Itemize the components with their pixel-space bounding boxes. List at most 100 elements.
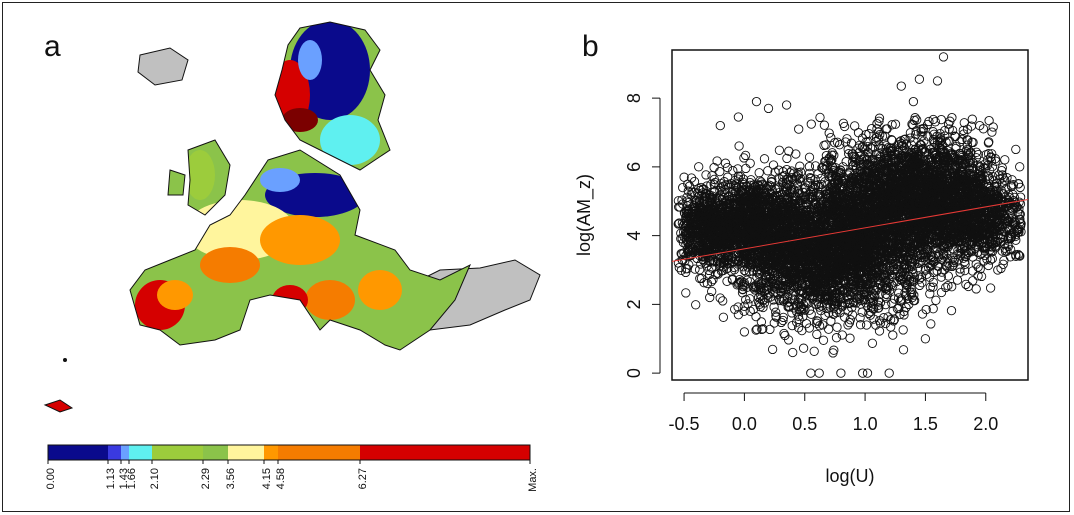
data-point xyxy=(898,345,909,355)
data-point xyxy=(845,333,855,343)
data-point xyxy=(692,195,702,206)
legend: 0.00 1.13 1.431.66 2.10 2.29 3.56 4.15 4.58 6.27… xyxy=(45,444,539,492)
data-point xyxy=(692,239,702,249)
legend-break-label: 2.10 xyxy=(149,468,161,489)
data-point xyxy=(767,344,778,355)
data-point xyxy=(686,251,696,261)
data-point xyxy=(798,343,809,353)
data-point xyxy=(824,128,834,138)
data-point xyxy=(711,208,721,218)
data-point xyxy=(809,346,819,356)
data-point xyxy=(850,121,860,131)
legend-frame xyxy=(47,444,531,461)
data-point xyxy=(867,338,878,348)
data-point xyxy=(705,292,715,303)
legend-swatch xyxy=(203,445,228,460)
data-point xyxy=(681,230,691,240)
data-point xyxy=(674,202,684,212)
data-point xyxy=(706,263,717,273)
data-point xyxy=(823,324,834,334)
legend-break-label: 0.00 xyxy=(45,468,57,489)
legend-swatch xyxy=(264,445,278,460)
legend-break-label: 1.43 xyxy=(118,468,130,489)
data-point xyxy=(888,330,898,340)
data-point xyxy=(754,168,764,178)
legend-break-label: 4.58 xyxy=(275,468,287,489)
data-point xyxy=(676,248,686,259)
legend-swatch xyxy=(129,445,152,460)
data-point xyxy=(699,278,709,288)
data-point xyxy=(688,246,698,256)
data-point xyxy=(722,276,732,286)
data-point xyxy=(695,236,705,246)
data-point xyxy=(861,320,872,330)
legend-swatch xyxy=(360,445,530,460)
data-point xyxy=(678,182,688,193)
panel-b-label: b xyxy=(582,30,599,63)
data-point xyxy=(712,156,722,166)
data-point xyxy=(697,242,707,252)
legend-swatch xyxy=(48,445,108,460)
data-point xyxy=(768,160,779,170)
data-point xyxy=(926,319,936,329)
data-point xyxy=(696,182,706,193)
legend-break-label: 2.29 xyxy=(200,468,212,489)
data-point xyxy=(759,154,770,164)
data-point xyxy=(874,326,885,336)
data-point xyxy=(681,288,691,298)
data-point xyxy=(946,305,957,316)
data-point xyxy=(844,317,855,328)
data-point xyxy=(739,153,749,163)
data-point xyxy=(715,166,725,177)
data-point xyxy=(710,269,721,280)
legend-swatch xyxy=(228,445,264,460)
legend-swatch xyxy=(121,445,129,460)
data-point xyxy=(691,300,701,310)
data-point xyxy=(673,196,684,206)
data-point xyxy=(832,322,842,332)
legend-swatch xyxy=(278,445,360,460)
data-point xyxy=(690,264,700,274)
island-shape xyxy=(43,399,74,413)
legend-swatch xyxy=(152,445,203,460)
data-point xyxy=(815,112,825,123)
data-point xyxy=(682,192,692,202)
data-point xyxy=(726,266,736,276)
data-point xyxy=(689,176,700,187)
data-point xyxy=(740,150,751,161)
data-point xyxy=(898,325,908,335)
data-point xyxy=(774,145,785,155)
data-point xyxy=(701,170,711,180)
island-dot xyxy=(63,358,67,362)
legend-break-label: 1.66 xyxy=(126,468,138,489)
legend-break-label: 4.15 xyxy=(261,468,273,489)
legend-break-label: 6.27 xyxy=(357,468,369,489)
data-point xyxy=(718,312,729,322)
data-point xyxy=(931,295,941,305)
data-point xyxy=(741,163,751,174)
legend-break-label: 1.13 xyxy=(105,468,117,489)
data-point xyxy=(818,335,829,345)
panel-a-label: a xyxy=(44,30,61,63)
data-point xyxy=(709,162,719,173)
data-point xyxy=(936,287,947,298)
data-point xyxy=(692,198,702,208)
data-point xyxy=(692,253,702,264)
iceland-shape xyxy=(137,47,189,86)
legend-swatch xyxy=(108,445,121,460)
data-point xyxy=(699,256,709,266)
data-point xyxy=(734,141,744,151)
data-point xyxy=(745,306,755,316)
data-point xyxy=(819,120,830,130)
plot-frame xyxy=(671,49,1029,381)
data-point xyxy=(812,329,822,340)
europe-map xyxy=(43,21,541,413)
data-point xyxy=(806,119,816,129)
data-point xyxy=(684,206,694,216)
data-point xyxy=(694,162,704,172)
legend-break-label: Max. xyxy=(527,468,539,492)
data-point xyxy=(707,286,717,297)
legend-break-label: 3.56 xyxy=(225,468,237,489)
